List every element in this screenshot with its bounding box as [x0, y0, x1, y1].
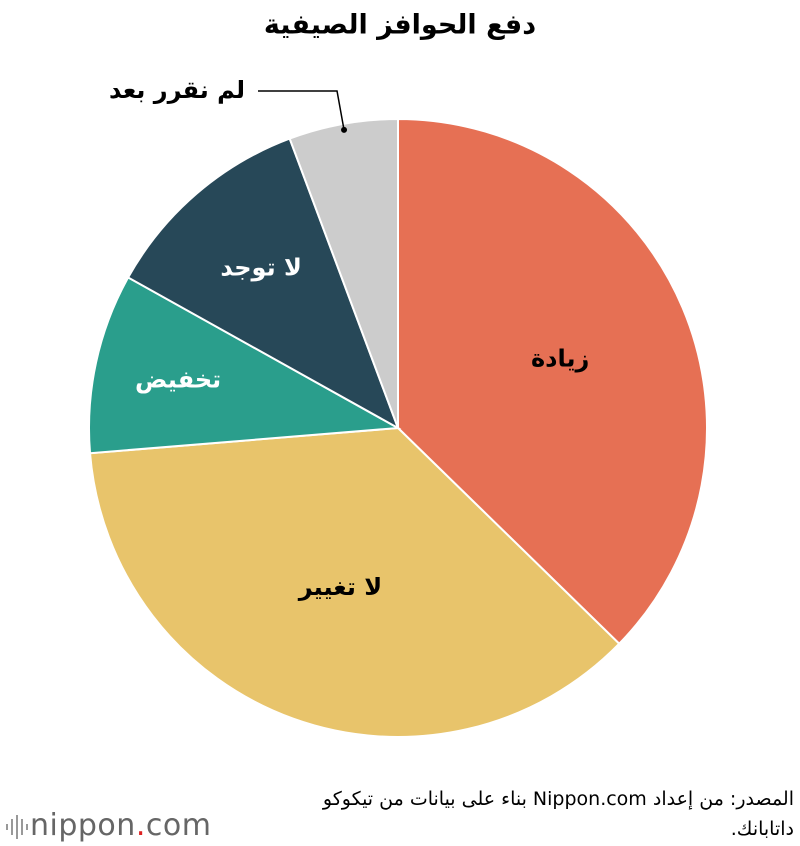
logo-icon: [6, 814, 28, 839]
chart-title: دفع الحوافز الصيفية: [264, 10, 536, 41]
pie-slice: [88, 276, 402, 455]
pie-slice: [88, 426, 621, 738]
slice-label: تخفيض: [135, 365, 221, 393]
slice-label: لم نقرر بعد: [109, 76, 245, 104]
logo-dot: .: [135, 808, 146, 843]
slice-label: لا تغيير: [298, 573, 382, 601]
chart: دفع الحوافز الصيفية زيادة لا تغيير تخفيض لا…: [88, 10, 708, 738]
slice-label: لا توجد: [220, 254, 301, 282]
source-note: المصدر: من إعداد Nippon.com بناء على بيا…: [322, 788, 794, 840]
leader-line: [258, 90, 345, 130]
pie-slice: [126, 137, 400, 431]
logo-text: nippon: [30, 808, 136, 843]
leader-dot: [341, 126, 348, 133]
slice-label: زيادة: [531, 345, 589, 373]
pie-slice: [397, 117, 708, 646]
logo: nippon. com: [4, 808, 211, 843]
logo-text: com: [145, 808, 212, 843]
